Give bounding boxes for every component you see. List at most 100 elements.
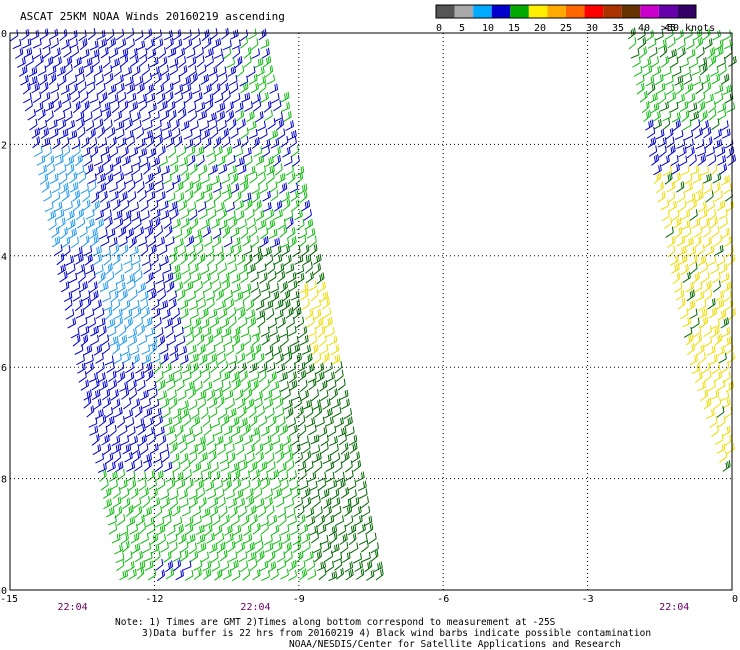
wind-barb xyxy=(160,398,170,410)
wind-barb xyxy=(151,307,161,319)
wind-barb xyxy=(707,298,716,310)
wind-barb xyxy=(157,379,166,392)
wind-barb xyxy=(236,497,245,509)
wind-barb xyxy=(262,246,272,257)
wind-barb xyxy=(203,568,212,580)
wind-barb xyxy=(48,73,57,86)
wind-barb xyxy=(677,245,687,257)
wind-barb xyxy=(197,253,206,265)
wind-barb xyxy=(633,65,643,77)
wind-barb xyxy=(131,543,141,554)
wind-barb xyxy=(662,111,672,122)
wind-barb xyxy=(240,36,248,49)
wind-barb xyxy=(170,164,179,176)
wind-barb xyxy=(131,65,141,77)
wind-barb xyxy=(118,479,128,491)
wind-barb xyxy=(241,515,250,527)
wind-barb xyxy=(283,399,293,410)
wind-barb xyxy=(286,460,295,472)
wind-barb xyxy=(122,155,131,167)
wind-barb xyxy=(121,488,130,500)
wind-barb xyxy=(683,182,693,193)
wind-barb xyxy=(140,244,149,257)
wind-barb xyxy=(90,325,99,337)
wind-barb xyxy=(99,425,108,438)
wind-barb xyxy=(266,407,275,419)
wind-barb xyxy=(206,290,215,301)
wind-barb xyxy=(194,280,203,293)
wind-barb xyxy=(724,407,733,419)
wind-barb xyxy=(723,290,732,303)
wind-barb xyxy=(163,508,173,519)
wind-barb xyxy=(172,505,181,517)
wind-barb xyxy=(299,523,308,535)
wind-barb xyxy=(194,235,203,247)
wind-barb xyxy=(111,58,120,69)
wind-barb xyxy=(33,146,43,157)
wind-barb xyxy=(177,245,187,257)
wind-barb xyxy=(328,479,338,490)
wind-barb xyxy=(192,506,201,518)
wind-barb xyxy=(103,109,112,122)
wind-barb xyxy=(726,443,735,455)
wind-barb xyxy=(287,362,297,374)
wind-barb xyxy=(285,263,295,274)
wind-barb xyxy=(187,56,197,68)
wind-barb xyxy=(91,55,100,68)
wind-barb xyxy=(650,102,660,114)
wind-barb xyxy=(632,56,641,68)
wind-barb xyxy=(187,154,196,167)
wind-barb xyxy=(136,138,146,149)
wind-barb xyxy=(228,551,238,562)
wind-barb xyxy=(208,65,218,77)
wind-barb xyxy=(317,524,327,535)
latitude-labels: -20-22-24-26-28-30 xyxy=(0,29,7,597)
wind-barb xyxy=(72,90,81,103)
wind-barb xyxy=(228,354,238,366)
wind-barb xyxy=(695,182,704,194)
wind-barb xyxy=(689,57,699,69)
wind-barb xyxy=(208,450,217,464)
wind-barb xyxy=(119,236,128,247)
wind-barb xyxy=(51,226,60,239)
wind-barb xyxy=(122,497,131,510)
wind-barb xyxy=(192,462,202,473)
wind-barb xyxy=(61,189,70,202)
wind-barb xyxy=(270,93,280,104)
wind-barb xyxy=(263,100,272,113)
wind-barb xyxy=(237,307,246,320)
wind-barb xyxy=(685,282,694,293)
wind-barb xyxy=(145,416,154,429)
wind-barb xyxy=(187,245,196,257)
wind-barb xyxy=(169,397,178,410)
wind-barb xyxy=(678,155,688,167)
wind-barb xyxy=(172,316,182,328)
wind-barb xyxy=(282,146,291,158)
wind-barb xyxy=(689,209,698,221)
wind-barb xyxy=(246,111,255,123)
wind-barb xyxy=(17,57,26,68)
wind-barb xyxy=(193,136,202,148)
wind-barb xyxy=(205,99,214,112)
wind-barb xyxy=(64,64,73,76)
wind-barb xyxy=(165,37,174,50)
wind-barb xyxy=(649,46,658,58)
wind-barb xyxy=(200,173,210,185)
wind-barb xyxy=(230,183,240,195)
wind-barb xyxy=(152,208,161,220)
wind-barb xyxy=(334,361,343,374)
wind-barb xyxy=(91,379,100,391)
wind-barb xyxy=(85,65,94,78)
legend-label: 30 xyxy=(586,23,598,34)
wind-barb xyxy=(124,76,134,87)
wind-barb xyxy=(184,570,194,581)
wind-barb xyxy=(261,138,271,150)
wind-barb xyxy=(190,72,198,85)
wind-barb xyxy=(714,92,724,105)
wind-barb xyxy=(249,558,258,572)
wind-barb xyxy=(693,281,703,293)
wind-barb xyxy=(187,344,197,355)
wind-barb xyxy=(173,559,182,572)
wind-barb xyxy=(666,136,675,149)
wind-barb xyxy=(129,236,137,249)
